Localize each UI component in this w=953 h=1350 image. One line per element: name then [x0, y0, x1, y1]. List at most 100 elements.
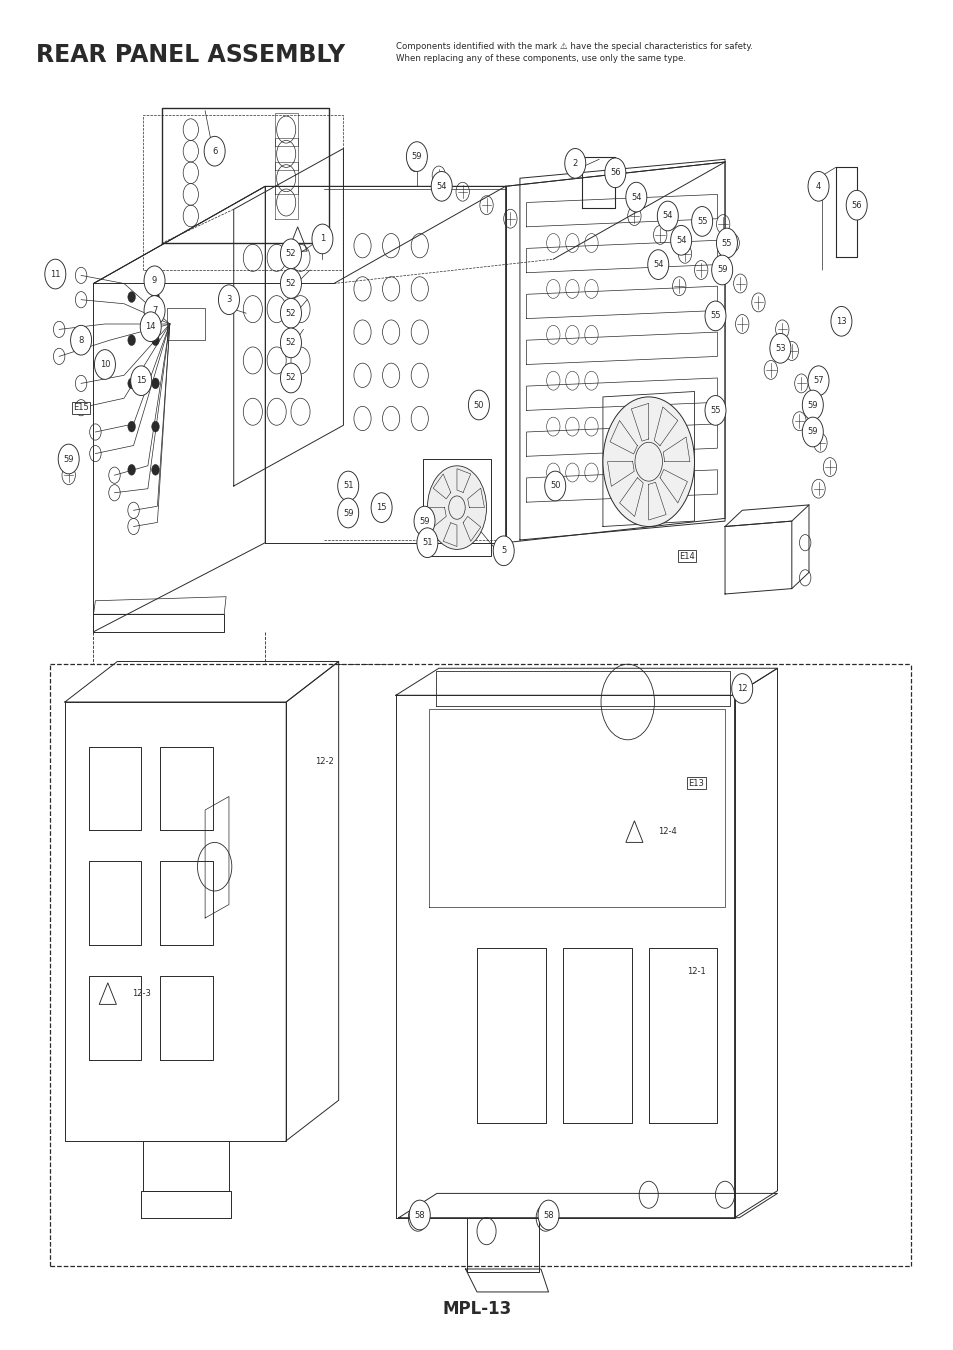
Circle shape [431, 171, 452, 201]
Text: 58: 58 [542, 1211, 554, 1219]
Circle shape [204, 136, 225, 166]
Circle shape [218, 285, 239, 315]
Circle shape [647, 250, 668, 279]
Text: 6: 6 [212, 147, 217, 155]
Text: 50: 50 [549, 482, 560, 490]
Text: E14: E14 [679, 552, 694, 560]
Circle shape [128, 378, 135, 389]
Circle shape [45, 259, 66, 289]
Circle shape [704, 301, 725, 331]
Circle shape [152, 421, 159, 432]
Circle shape [406, 142, 427, 171]
Text: 58: 58 [414, 1211, 425, 1219]
Text: 10: 10 [99, 360, 111, 369]
Text: 53: 53 [774, 344, 785, 352]
Text: E15: E15 [73, 404, 89, 412]
Circle shape [625, 182, 646, 212]
Text: 1: 1 [319, 235, 325, 243]
Text: 56: 56 [609, 169, 620, 177]
Text: 56: 56 [850, 201, 862, 209]
Text: 12-3: 12-3 [132, 990, 151, 998]
Text: 55: 55 [696, 217, 707, 225]
Text: 13: 13 [835, 317, 846, 325]
Circle shape [144, 266, 165, 296]
Text: 12-1: 12-1 [686, 968, 705, 976]
Circle shape [427, 466, 486, 549]
Circle shape [280, 328, 301, 358]
Circle shape [280, 298, 301, 328]
Circle shape [731, 674, 752, 703]
Circle shape [131, 366, 152, 396]
Text: Components identified with the mark ⚠ have the special characteristics for safet: Components identified with the mark ⚠ ha… [395, 42, 752, 51]
Circle shape [128, 421, 135, 432]
Text: 9: 9 [152, 277, 157, 285]
Circle shape [409, 1200, 430, 1230]
Text: When replacing any of these components, use only the same type.: When replacing any of these components, … [395, 54, 685, 63]
Text: 54: 54 [436, 182, 447, 190]
Circle shape [128, 464, 135, 475]
Text: 5: 5 [500, 547, 506, 555]
Circle shape [657, 201, 678, 231]
Circle shape [140, 312, 161, 342]
Circle shape [537, 1200, 558, 1230]
Text: 54: 54 [652, 261, 663, 269]
Text: 57: 57 [812, 377, 823, 385]
Circle shape [371, 493, 392, 522]
Text: REAR PANEL ASSEMBLY: REAR PANEL ASSEMBLY [36, 43, 345, 68]
Text: MPL-13: MPL-13 [442, 1300, 511, 1319]
Circle shape [128, 292, 135, 302]
Circle shape [830, 306, 851, 336]
Text: 4: 4 [815, 182, 821, 190]
Text: 54: 54 [630, 193, 641, 201]
Circle shape [152, 378, 159, 389]
Text: 12-4: 12-4 [658, 828, 677, 836]
Text: 50: 50 [473, 401, 484, 409]
Circle shape [807, 171, 828, 201]
Circle shape [337, 471, 358, 501]
Circle shape [416, 528, 437, 558]
Text: 55: 55 [720, 239, 732, 247]
Circle shape [845, 190, 866, 220]
Text: 52: 52 [285, 279, 296, 288]
Text: 59: 59 [63, 455, 74, 463]
Circle shape [716, 228, 737, 258]
Circle shape [94, 350, 115, 379]
Text: 59: 59 [411, 153, 422, 161]
Text: 51: 51 [342, 482, 354, 490]
Text: 55: 55 [709, 312, 720, 320]
Text: 52: 52 [285, 339, 296, 347]
Text: 8: 8 [78, 336, 84, 344]
Circle shape [414, 506, 435, 536]
Text: 59: 59 [716, 266, 727, 274]
Circle shape [468, 390, 489, 420]
Text: 7: 7 [152, 306, 157, 315]
Text: E13: E13 [688, 779, 703, 787]
Circle shape [801, 390, 822, 420]
Text: 59: 59 [418, 517, 430, 525]
Text: 52: 52 [285, 374, 296, 382]
Circle shape [604, 158, 625, 188]
Circle shape [280, 239, 301, 269]
Text: 52: 52 [285, 309, 296, 317]
Text: 2: 2 [572, 159, 578, 167]
Text: 14: 14 [145, 323, 156, 331]
Circle shape [544, 471, 565, 501]
Circle shape [71, 325, 91, 355]
Text: 3: 3 [226, 296, 232, 304]
Text: 59: 59 [342, 509, 354, 517]
Text: 11: 11 [50, 270, 61, 278]
Text: 15: 15 [375, 504, 387, 512]
Text: 12-2: 12-2 [314, 757, 334, 765]
Circle shape [312, 224, 333, 254]
Circle shape [128, 335, 135, 346]
Circle shape [152, 335, 159, 346]
Text: 55: 55 [709, 406, 720, 414]
Text: 59: 59 [806, 428, 818, 436]
Circle shape [280, 269, 301, 298]
Text: 15: 15 [135, 377, 147, 385]
Circle shape [152, 464, 159, 475]
Text: 54: 54 [661, 212, 673, 220]
Circle shape [493, 536, 514, 566]
Circle shape [691, 207, 712, 236]
Text: 51: 51 [421, 539, 433, 547]
